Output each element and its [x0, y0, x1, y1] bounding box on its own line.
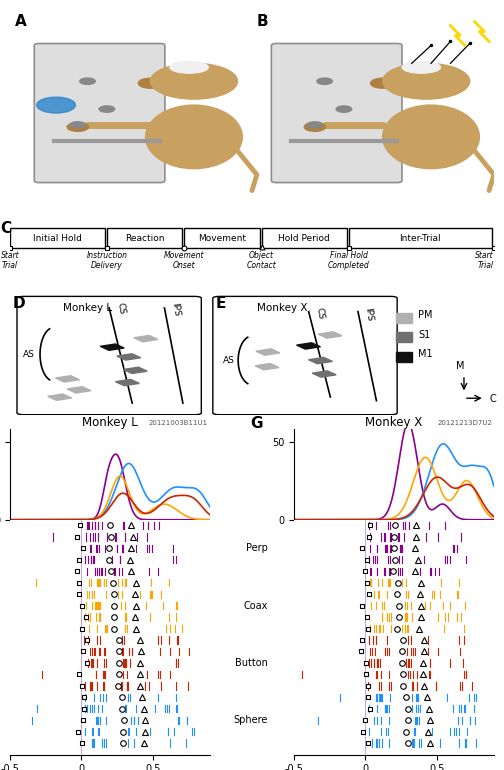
Text: A: A	[15, 14, 27, 28]
FancyBboxPatch shape	[55, 376, 80, 382]
Circle shape	[370, 79, 395, 89]
FancyBboxPatch shape	[17, 296, 201, 415]
FancyBboxPatch shape	[115, 380, 140, 386]
Ellipse shape	[170, 62, 209, 73]
FancyBboxPatch shape	[308, 357, 333, 363]
Bar	[396, 352, 412, 362]
FancyBboxPatch shape	[134, 336, 158, 342]
FancyBboxPatch shape	[48, 394, 72, 400]
FancyBboxPatch shape	[213, 296, 397, 415]
Text: Object
Contact: Object Contact	[247, 251, 277, 270]
Text: S1: S1	[418, 330, 430, 340]
Circle shape	[37, 97, 76, 113]
Text: M1: M1	[418, 350, 432, 360]
FancyBboxPatch shape	[67, 387, 91, 393]
Text: B: B	[257, 14, 269, 28]
Text: M: M	[456, 361, 464, 371]
Circle shape	[336, 106, 352, 112]
Text: Start
Trial: Start Trial	[1, 251, 19, 270]
Text: G: G	[250, 416, 263, 431]
Text: 20121213D7U2: 20121213D7U2	[437, 420, 492, 426]
Circle shape	[80, 78, 95, 85]
FancyBboxPatch shape	[100, 344, 124, 350]
Text: AS: AS	[223, 356, 234, 365]
Text: Sphere: Sphere	[234, 715, 268, 725]
Title: Monkey X: Monkey X	[365, 417, 422, 430]
Text: D: D	[13, 296, 25, 311]
Bar	[396, 313, 412, 323]
Text: Monkey L: Monkey L	[63, 303, 112, 313]
Circle shape	[317, 78, 332, 85]
Circle shape	[138, 79, 162, 89]
Text: IPS: IPS	[363, 307, 374, 322]
Text: CS: CS	[115, 302, 126, 315]
Text: PM: PM	[418, 310, 432, 320]
Circle shape	[99, 106, 114, 112]
FancyBboxPatch shape	[255, 363, 279, 370]
Bar	[184, 229, 260, 248]
FancyBboxPatch shape	[318, 332, 342, 338]
FancyBboxPatch shape	[34, 43, 165, 182]
Text: Movement: Movement	[198, 233, 246, 243]
FancyBboxPatch shape	[271, 43, 402, 182]
Circle shape	[307, 122, 323, 128]
Text: Initial Hold: Initial Hold	[33, 233, 82, 243]
Bar	[10, 229, 105, 248]
Circle shape	[70, 122, 86, 128]
Ellipse shape	[146, 105, 242, 169]
FancyBboxPatch shape	[117, 353, 141, 360]
Text: Movement
Onset: Movement Onset	[164, 251, 205, 270]
Text: E: E	[215, 296, 225, 311]
Text: Instruction
Delivery: Instruction Delivery	[86, 251, 128, 270]
Text: 20121003B11U1: 20121003B11U1	[149, 420, 208, 426]
Circle shape	[304, 122, 326, 132]
Text: Start
Trial: Start Trial	[475, 251, 494, 270]
Text: Inter-Trial: Inter-Trial	[400, 233, 441, 243]
Text: C: C	[1, 220, 12, 236]
Circle shape	[150, 63, 237, 99]
Text: Perp: Perp	[246, 544, 268, 554]
FancyBboxPatch shape	[256, 349, 280, 355]
Text: Coax: Coax	[243, 601, 268, 611]
Text: C: C	[489, 394, 496, 404]
Circle shape	[67, 122, 89, 132]
Bar	[396, 333, 412, 342]
Text: AS: AS	[23, 350, 34, 359]
Ellipse shape	[402, 62, 440, 73]
Text: Button: Button	[235, 658, 268, 668]
Text: Monkey X: Monkey X	[257, 303, 307, 313]
Text: Hold Period: Hold Period	[278, 233, 330, 243]
FancyBboxPatch shape	[312, 371, 336, 377]
Circle shape	[383, 63, 470, 99]
Ellipse shape	[383, 105, 479, 169]
Bar	[262, 229, 347, 248]
Text: Reaction: Reaction	[125, 233, 164, 243]
FancyBboxPatch shape	[296, 343, 321, 349]
FancyBboxPatch shape	[123, 367, 147, 373]
Text: CS: CS	[314, 306, 325, 320]
Text: IPS: IPS	[170, 303, 181, 317]
Text: Final Hold
Completed: Final Hold Completed	[328, 251, 369, 270]
Bar	[349, 229, 492, 248]
Bar	[107, 229, 182, 248]
Title: Monkey L: Monkey L	[82, 417, 138, 430]
